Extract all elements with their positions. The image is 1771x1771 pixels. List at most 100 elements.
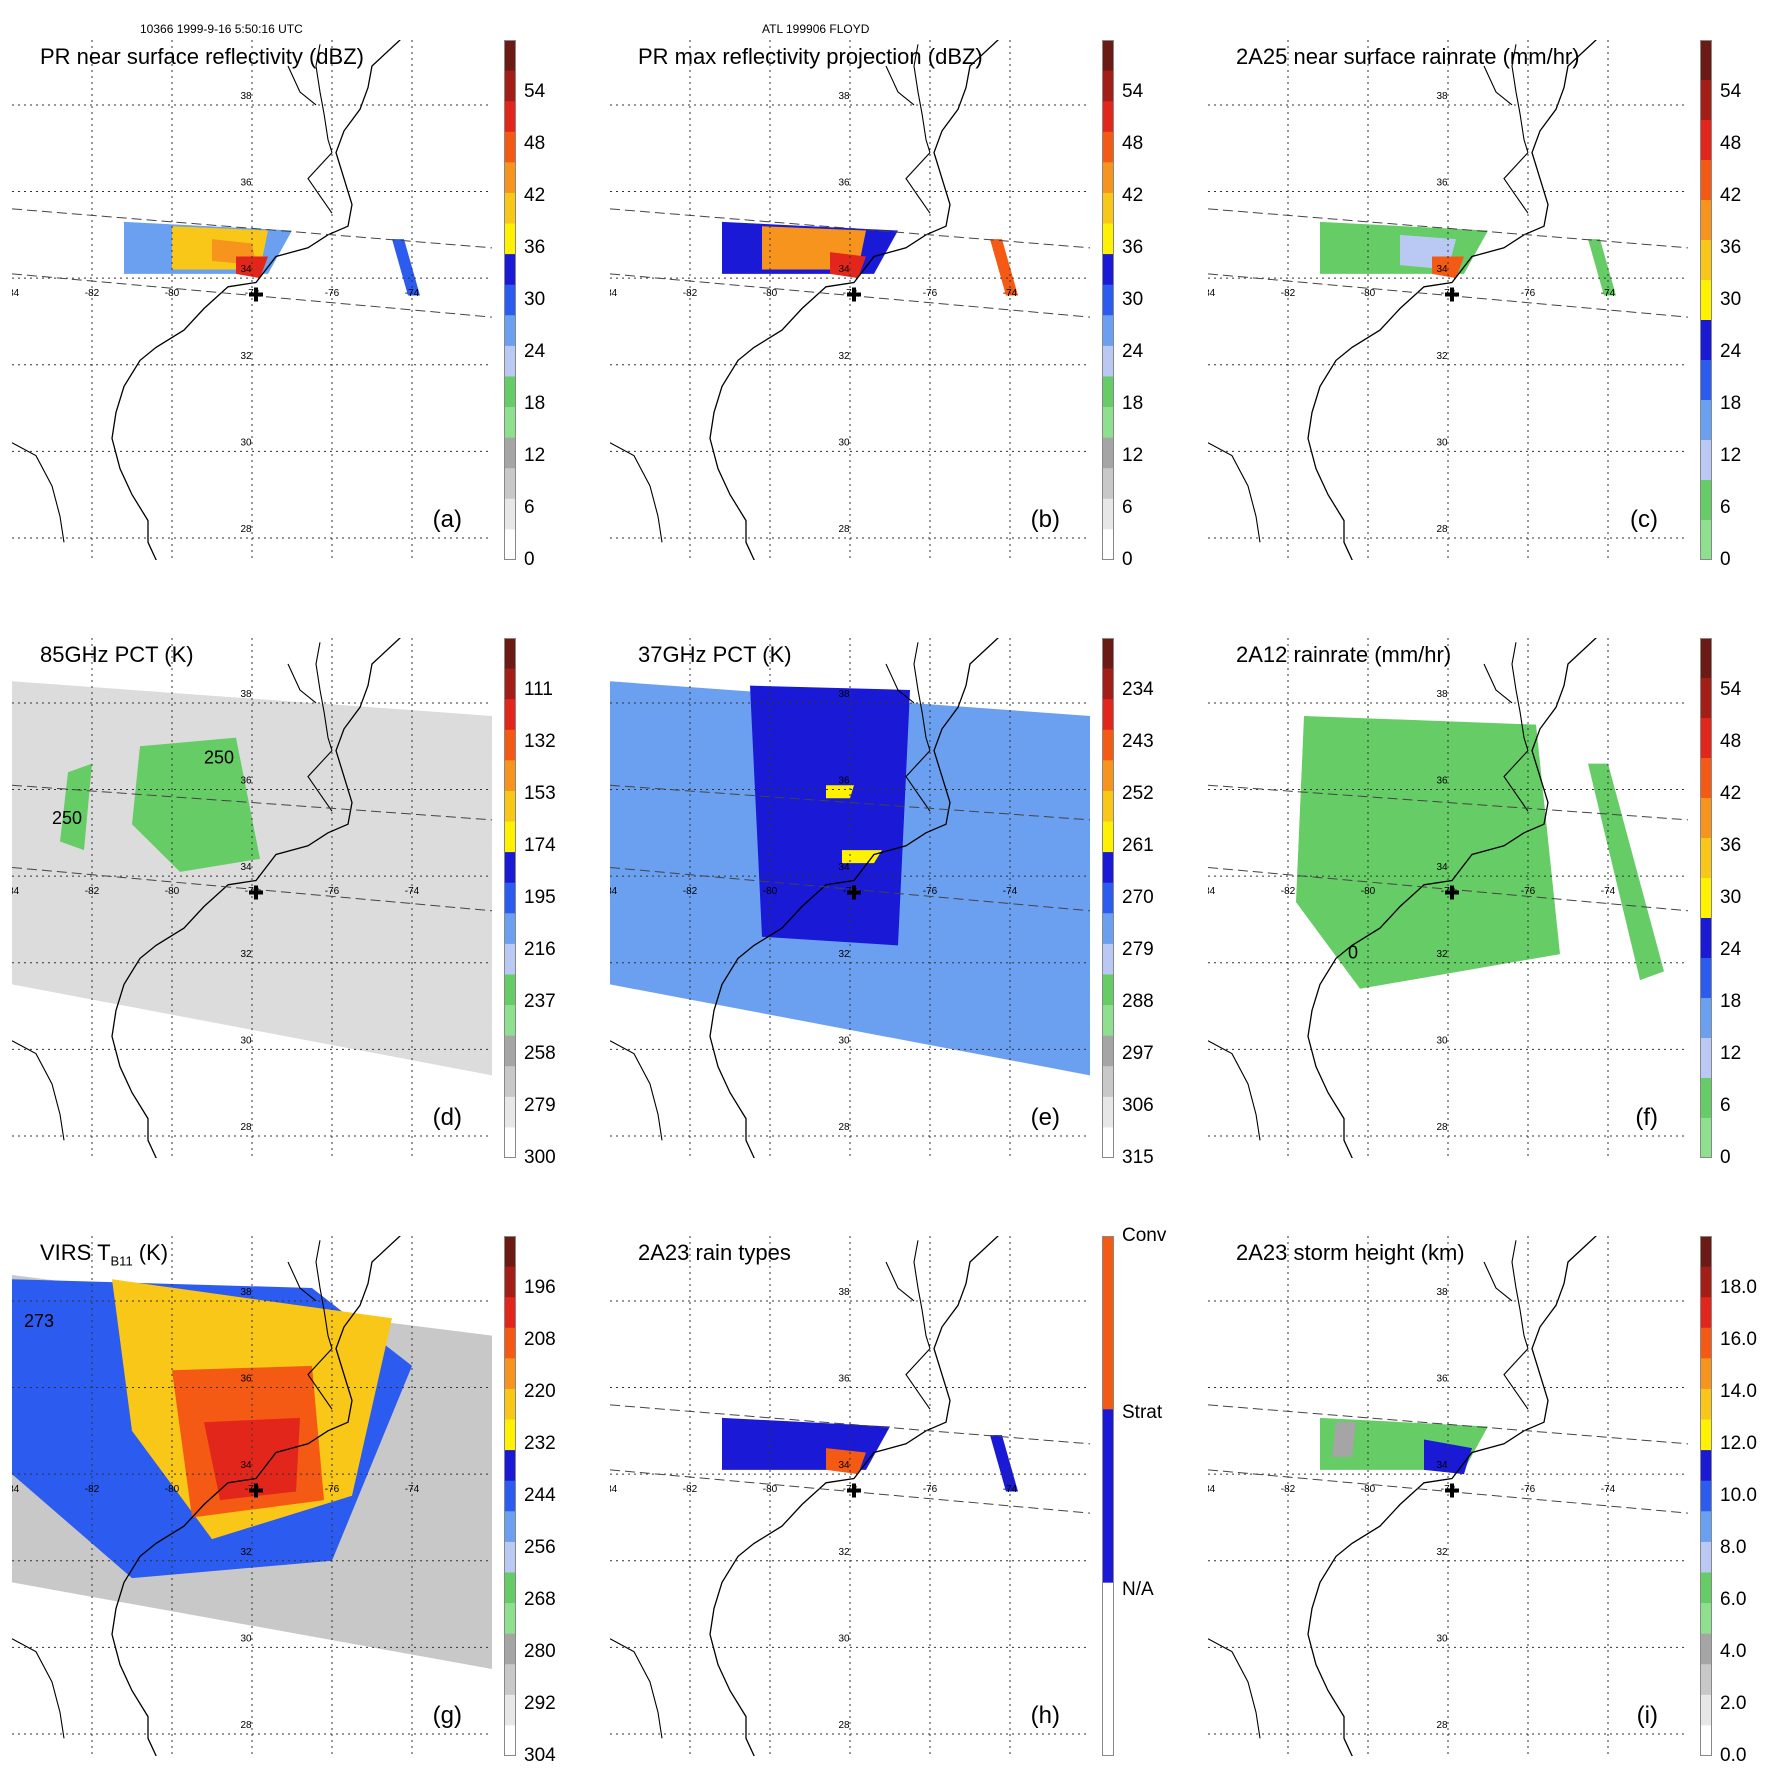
lat-label: 28 — [1436, 1122, 1448, 1133]
colorbar-tick-label: 220 — [524, 1381, 556, 1402]
colorbar-segment — [1700, 1419, 1712, 1451]
colorbar-tick-label: 280 — [524, 1641, 556, 1662]
colorbar-segment — [1700, 1603, 1712, 1635]
precip-area — [750, 685, 910, 946]
colorbar-tick-label: 42 — [1122, 185, 1144, 206]
precip-area — [392, 239, 420, 296]
colorbar-segment — [1700, 80, 1712, 121]
lat-label: 30 — [838, 1035, 850, 1046]
colorbar-segment — [1102, 974, 1114, 1006]
colorbar-tick-label: 42 — [524, 185, 546, 206]
colorbar-segment — [1102, 1236, 1114, 1410]
lat-label: 32 — [838, 1547, 850, 1558]
panel-g: 38 36 34 32 30 28 -84 -82 -80 -78 -76 -74 273 VIRS T… — [12, 1236, 556, 1766]
colorbar-ticks: 196 208 220 232 244 256 268 280 292 304 — [524, 1236, 584, 1766]
colorbar-tick-label: 48 — [1720, 133, 1742, 154]
colorbar-segment — [504, 913, 516, 945]
panel-title: 2A23 storm height (km) — [1236, 1240, 1465, 1265]
coastline — [709, 638, 999, 1158]
colorbar-segment — [504, 1603, 516, 1635]
colorbar-tick-label: 208 — [524, 1329, 556, 1350]
colorbar-segment — [504, 1066, 516, 1098]
colorbar-segment — [1102, 376, 1114, 408]
colorbar-tick-label: 261 — [1122, 835, 1154, 856]
lat-label: 28 — [1436, 1720, 1448, 1731]
lat-label: 30 — [240, 1633, 252, 1644]
colorbar-tick-label: 6 — [1122, 497, 1133, 518]
colorbar-segment — [1700, 878, 1712, 919]
colorbar-tick-label: 237 — [524, 991, 556, 1012]
colorbar-segment — [1102, 1582, 1114, 1756]
colorbar-tick-label: 14.0 — [1720, 1381, 1757, 1402]
colorbar-segment — [504, 345, 516, 377]
header-left: 10366 1999-9-16 5:50:16 UTC — [140, 22, 303, 36]
coastline — [905, 152, 931, 214]
lat-label: 36 — [1436, 776, 1448, 787]
map-h: 38 36 34 32 30 28 -84 -82 -80 -78 -76 -74 — [610, 1236, 1090, 1756]
colorbar-ticks: 54 48 42 36 30 24 18 12 6 0 — [1122, 40, 1182, 570]
colorbar-frame — [1102, 40, 1114, 560]
colorbar-segment — [504, 1725, 516, 1756]
colorbar-tick-label: 300 — [524, 1147, 556, 1168]
lat-label: 30 — [240, 1035, 252, 1046]
lon-label: -80 — [165, 1484, 180, 1495]
colorbar-segment — [504, 638, 516, 670]
colorbar-segment — [1700, 1078, 1712, 1119]
coastline — [885, 1261, 915, 1302]
lon-label: -84 — [610, 1484, 618, 1495]
colorbar-segment — [504, 974, 516, 1006]
colorbar-tick-label: Conv — [1122, 1225, 1167, 1246]
lon-label: -80 — [1361, 288, 1376, 299]
colorbar-segment — [1700, 1038, 1712, 1079]
colorbar-segment — [1102, 943, 1114, 975]
colorbar-segment — [504, 1480, 516, 1512]
coastline — [1483, 663, 1513, 704]
colorbar-segment — [1700, 1541, 1712, 1573]
coastline — [913, 1240, 931, 1349]
colorbar-tick-label: 174 — [524, 835, 556, 856]
contour-label: 273 — [24, 1311, 54, 1331]
lon-label: -84 — [12, 886, 20, 897]
contour-label: 250 — [204, 748, 234, 768]
colorbar-tick-label: 315 — [1122, 1147, 1154, 1168]
colorbar-segment — [1102, 760, 1114, 792]
colorbar-segment — [504, 729, 516, 761]
colorbar-ticks: 54 48 42 36 30 24 18 12 6 0 — [524, 40, 584, 570]
colorbar-segment — [1102, 913, 1114, 945]
lat-label: 30 — [1436, 1035, 1448, 1046]
colorbar-ticks: 54 48 42 36 30 24 18 12 6 0 — [1720, 638, 1771, 1168]
lon-label: -76 — [325, 886, 340, 897]
colorbar-segment — [1700, 758, 1712, 799]
colorbar-segment — [504, 407, 516, 439]
colorbar-frame — [1102, 1236, 1114, 1756]
coastline — [905, 750, 931, 812]
lat-label: 28 — [240, 524, 252, 535]
swath-edge — [610, 208, 1090, 249]
coastline — [111, 40, 401, 560]
colorbar-tick-label: 297 — [1122, 1043, 1154, 1064]
colorbar-tick-label: 252 — [1122, 783, 1154, 804]
colorbar-tick-label: 279 — [524, 1095, 556, 1116]
precip-area — [826, 785, 854, 799]
title-main: VIRS T — [40, 1240, 111, 1265]
lon-label: -74 — [405, 886, 420, 897]
colorbar-segment — [504, 1327, 516, 1359]
colorbar-segment — [1700, 40, 1712, 81]
colorbar-frame — [504, 40, 516, 560]
panel-d: 38 36 34 32 30 28 -84 -82 -80 -78 -76 -74 250 250 85G… — [12, 638, 556, 1168]
colorbar-segment — [1102, 223, 1114, 255]
coastline — [709, 1236, 999, 1756]
colorbar-tick-label: 24 — [1122, 341, 1144, 362]
lon-label: -78 — [1441, 1484, 1456, 1495]
lon-label: -80 — [1361, 1484, 1376, 1495]
colorbar-segment — [1102, 1127, 1114, 1158]
coastline — [610, 1638, 663, 1739]
colorbar-tick-label: N/A — [1122, 1578, 1154, 1600]
colorbar-segment — [504, 760, 516, 792]
colorbar-segment — [504, 1005, 516, 1037]
colorbar-tick-label: 6 — [1720, 1095, 1731, 1116]
colorbar-segment — [1700, 480, 1712, 521]
colorbar-frame — [1700, 40, 1712, 560]
colorbar-tick-label: 42 — [1720, 783, 1742, 804]
colorbar-tick-label: 48 — [1720, 731, 1742, 752]
